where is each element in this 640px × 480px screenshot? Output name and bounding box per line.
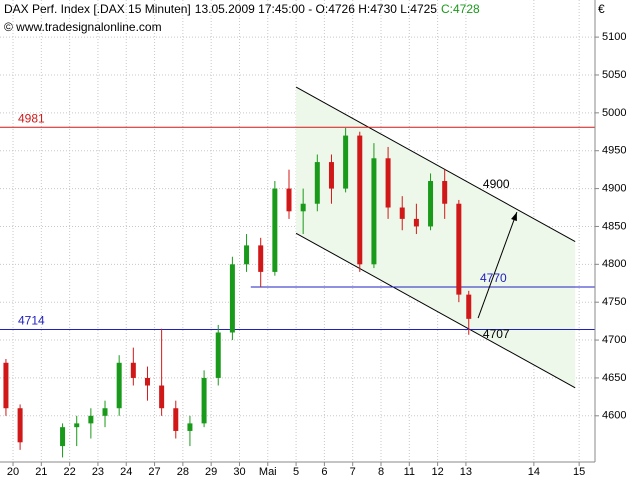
candle-body (159, 385, 165, 409)
candle-body (428, 181, 434, 227)
candle-body (173, 408, 179, 431)
y-tick-label: 5000 (602, 107, 626, 119)
x-tick-label: 28 (177, 466, 189, 478)
currency: € (598, 2, 605, 16)
x-tick-label: 15 (573, 466, 585, 478)
y-tick-label: 4850 (602, 220, 626, 232)
y-tick-label: 4650 (602, 372, 626, 384)
candle-body (215, 332, 221, 378)
candle-body (399, 207, 405, 219)
x-tick-label: 23 (92, 466, 104, 478)
x-tick-label: 22 (64, 466, 76, 478)
y-tick-label: 5100 (602, 31, 626, 43)
candle-body (442, 181, 448, 204)
trend-line (295, 232, 576, 389)
close: C:4728 (441, 2, 480, 16)
source: © www.tradesignalonline.com (4, 20, 162, 34)
y-tick-label: 4750 (602, 296, 626, 308)
y-tick-label: 5050 (602, 69, 626, 81)
y-tick-label: 4800 (602, 258, 626, 270)
candle-body (258, 245, 264, 272)
candle-body (201, 377, 207, 424)
candle-body (272, 188, 278, 272)
channel-fill (296, 87, 576, 388)
x-tick-label: 8 (378, 466, 384, 478)
candle-body (343, 135, 349, 189)
candle-body (328, 162, 334, 189)
x-tick-label: 11 (404, 466, 415, 478)
candle-body (466, 294, 472, 319)
candle-body (300, 203, 306, 212)
level-label: 4981 (18, 111, 45, 125)
candle-body (3, 362, 9, 409)
candle-body (17, 408, 23, 443)
x-tick-label: 7 (350, 466, 356, 478)
candle-body (357, 135, 363, 265)
trend-line (295, 86, 576, 243)
quote: 13.05.2009 17:45:00 - O:4726 H:4730 L:47… (195, 2, 438, 16)
x-tick-label: 30 (233, 466, 245, 478)
level-label: 4714 (18, 314, 45, 328)
candle-body (314, 162, 320, 204)
header: DAX Perf. Index [.DAX 15 Minuten] 13.05.2… (4, 2, 480, 16)
level-label: 4770 (480, 271, 507, 285)
x-tick-label: 14 (528, 466, 540, 478)
candle-body (229, 264, 235, 333)
candle-body (286, 188, 292, 212)
candle-body (144, 377, 150, 386)
annotation: 4900 (483, 177, 510, 191)
candle-body (187, 423, 193, 431)
x-tick-label: 12 (431, 466, 443, 478)
candle-body (60, 427, 66, 447)
candle-body (371, 158, 377, 265)
arrow (477, 211, 518, 319)
x-tick-label: 13 (460, 466, 472, 478)
candle-body (130, 362, 136, 378)
candle-body (456, 203, 462, 295)
x-tick-label: Mai (259, 466, 277, 478)
y-tick-label: 4700 (602, 334, 626, 346)
candle-body (88, 415, 94, 424)
candle-body (413, 218, 419, 227)
y-tick-label: 4900 (602, 182, 626, 194)
x-tick-label: 21 (35, 466, 47, 478)
x-tick-label: 24 (120, 466, 132, 478)
y-tick-label: 4600 (602, 410, 626, 422)
title: DAX Perf. Index [.DAX 15 Minuten] (4, 2, 191, 16)
candle-body (244, 245, 250, 265)
x-tick-label: 5 (293, 466, 299, 478)
x-tick-label: 20 (7, 466, 19, 478)
annotation: 4707 (483, 327, 510, 341)
x-tick-label: 27 (148, 466, 160, 478)
candle-body (102, 408, 108, 416)
candle-body (385, 158, 391, 208)
candle-body (74, 423, 80, 428)
candle-body (116, 362, 122, 409)
y-tick-label: 4950 (602, 145, 626, 157)
x-tick-label: 29 (205, 466, 217, 478)
x-tick-label: 6 (321, 466, 327, 478)
arrow-head (511, 212, 517, 222)
